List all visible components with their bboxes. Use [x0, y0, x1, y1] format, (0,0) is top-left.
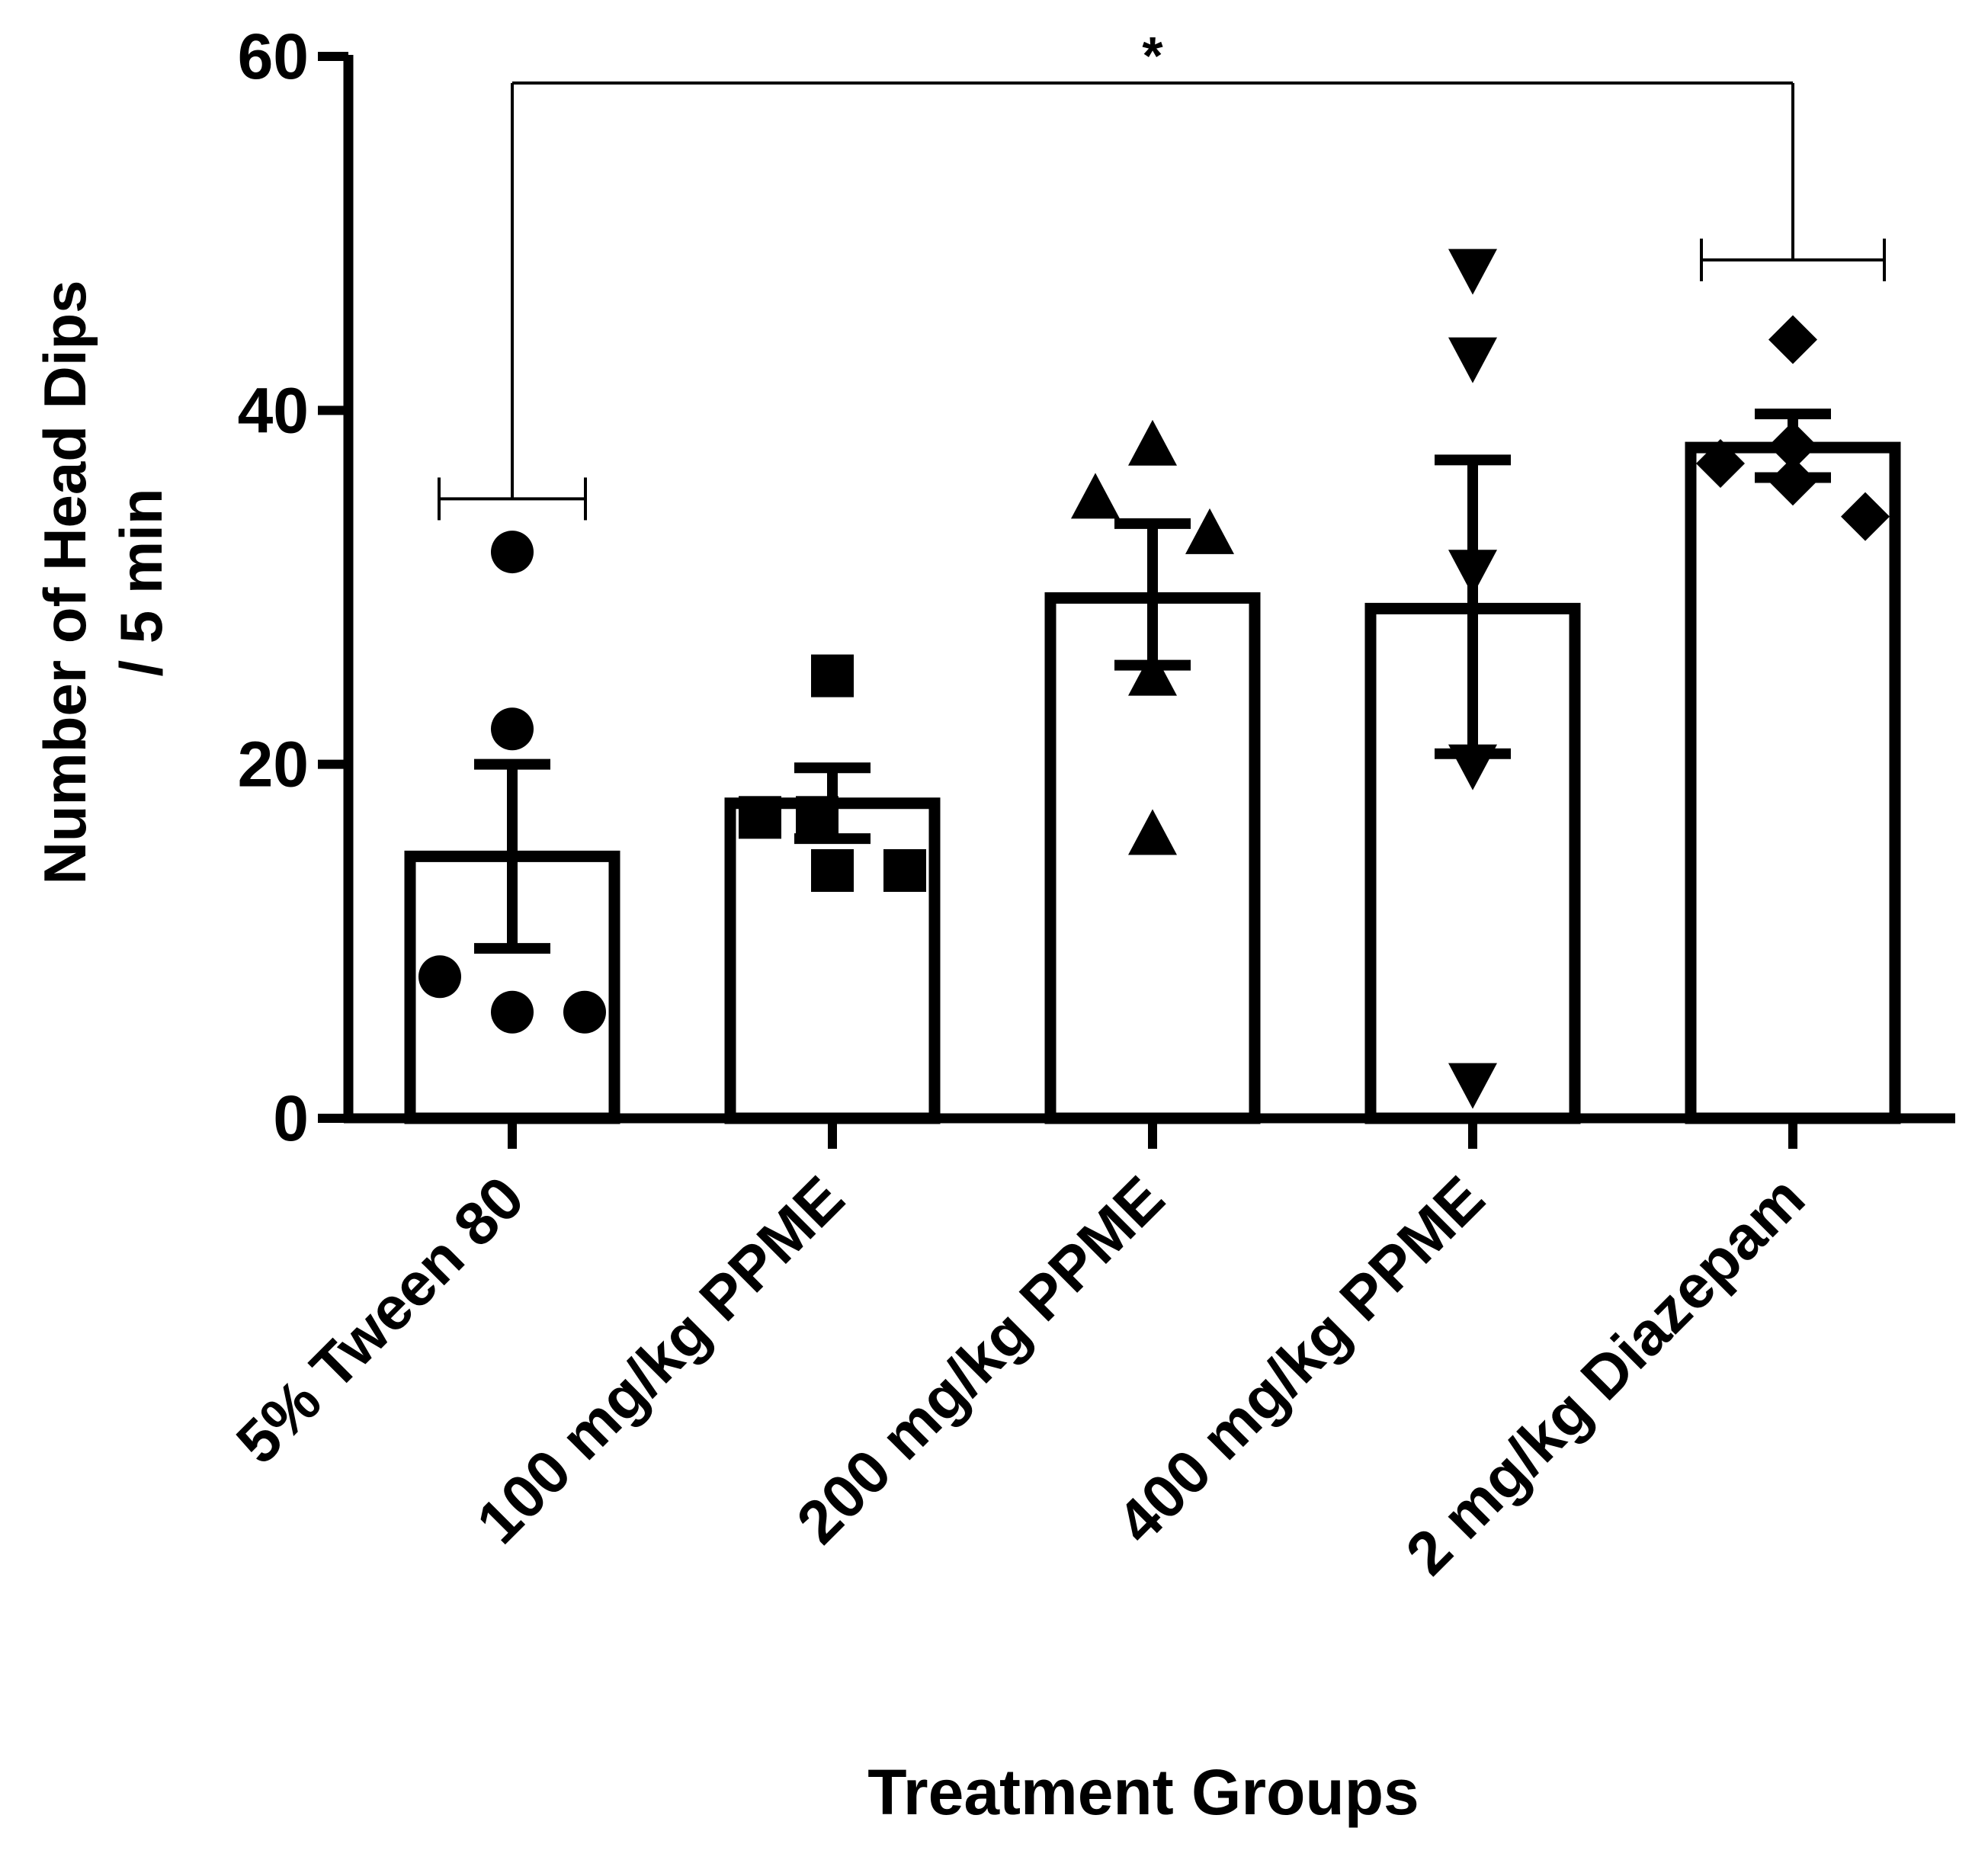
data-point — [1448, 249, 1497, 295]
data-point — [1448, 1063, 1497, 1109]
data-point — [491, 531, 534, 574]
data-point — [1768, 457, 1817, 506]
y-tick-label: 20 — [238, 729, 309, 800]
data-point — [1448, 744, 1497, 790]
data-point — [1448, 337, 1497, 383]
y-axis-title-line-2: / 5 min — [107, 488, 175, 676]
data-point — [811, 848, 854, 892]
x-tick-label: 5% Tween 80 — [223, 1163, 537, 1477]
data-point — [1071, 473, 1120, 519]
bar — [1685, 441, 1901, 1124]
data-point — [1128, 809, 1177, 855]
y-axis-ticks: 0 20 40 60 — [238, 21, 348, 1154]
data-point — [739, 796, 781, 839]
significance-label: * — [1142, 26, 1163, 85]
data-point — [563, 990, 606, 1034]
data-point — [796, 796, 838, 839]
data-point — [1768, 421, 1817, 470]
data-point — [1696, 438, 1745, 488]
y-axis-title-line-1: Number of Head Dips — [31, 280, 98, 884]
y-tick-label: 0 — [273, 1082, 309, 1154]
data-point — [883, 848, 926, 892]
data-points — [418, 249, 1890, 1109]
data-point — [1768, 315, 1817, 364]
x-axis-title: Treatment Groups — [867, 1756, 1419, 1828]
data-point — [1128, 649, 1177, 696]
significance-bracket: * — [438, 26, 1886, 521]
data-point — [1128, 419, 1177, 466]
data-point — [1448, 550, 1497, 596]
data-point — [418, 955, 461, 999]
data-point — [811, 654, 854, 698]
data-point — [1841, 492, 1890, 541]
data-point — [491, 990, 534, 1034]
data-point — [491, 707, 534, 751]
data-point — [1185, 508, 1234, 554]
y-tick-label: 40 — [238, 374, 309, 446]
y-tick-label: 60 — [238, 21, 309, 92]
